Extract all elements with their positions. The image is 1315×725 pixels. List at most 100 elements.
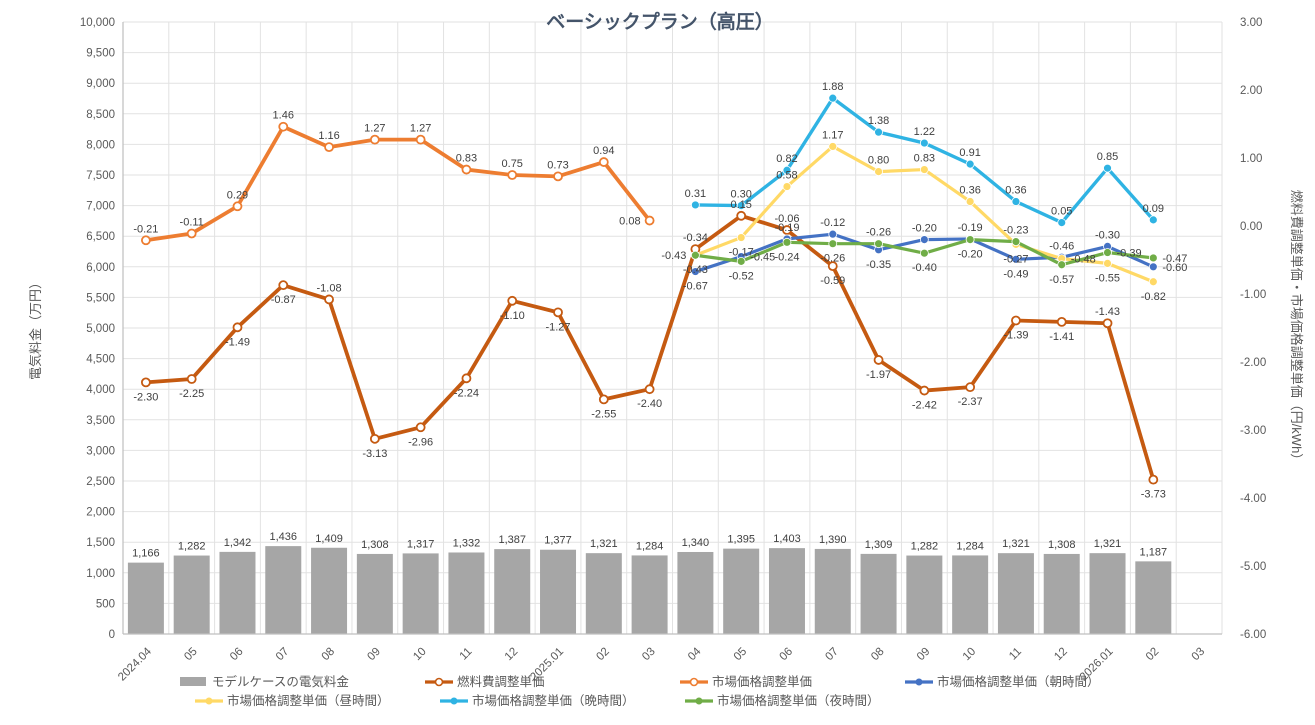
left-axis-tick: 4,000 xyxy=(86,384,115,396)
open-circle-marker xyxy=(827,261,838,272)
open-circle-marker xyxy=(644,215,655,226)
circle-marker xyxy=(690,250,700,260)
circle-marker xyxy=(782,237,792,247)
point-value-label: 0.05 xyxy=(1051,206,1072,218)
left-axis-tick: 8,000 xyxy=(86,139,115,151)
legend-circle-marker xyxy=(450,697,458,705)
legend-item[interactable]: 市場価格調整単価 xyxy=(680,674,812,689)
circle-marker xyxy=(690,200,700,210)
circle-marker xyxy=(1148,262,1158,272)
legend-item[interactable]: 市場価格調整単価（晩時間） xyxy=(440,693,635,708)
point-value-label: -2.25 xyxy=(179,388,204,400)
circle-marker xyxy=(736,256,746,266)
legend-label: 市場価格調整単価（晩時間） xyxy=(472,693,635,708)
point-value-label: 0.94 xyxy=(593,145,614,157)
point-value-label: -0.17 xyxy=(729,247,754,259)
x-axis-tick: 12 xyxy=(1052,646,1070,664)
point-value-label: -0.87 xyxy=(271,294,296,306)
point-value-label: -0.34 xyxy=(683,232,708,244)
circle-marker xyxy=(1148,277,1158,287)
point-value-label: -0.24 xyxy=(774,251,799,263)
open-circle-marker xyxy=(369,433,380,444)
legend-open-circle-marker xyxy=(689,677,699,687)
point-value-label: 1.27 xyxy=(364,123,385,135)
bar xyxy=(494,549,531,634)
circle-marker xyxy=(828,142,838,151)
right-axis-tick: -1.00 xyxy=(1240,289,1266,301)
line-series xyxy=(140,93,1159,485)
open-circle-marker xyxy=(1148,474,1159,485)
open-circle-marker xyxy=(553,171,563,182)
point-value-label: -1.39 xyxy=(1003,330,1028,342)
open-circle-marker xyxy=(507,170,518,180)
left-axis-title: 電気料金（万円） xyxy=(28,276,43,380)
right-axis-tick: -3.00 xyxy=(1240,425,1266,437)
point-value-label: -0.06 xyxy=(774,213,799,225)
legend-item[interactable]: 市場価格調整単価（昼時間） xyxy=(195,693,390,708)
circle-marker xyxy=(782,165,792,175)
point-value-label: -0.12 xyxy=(820,217,845,229)
point-value-label: -0.43 xyxy=(661,250,686,262)
circle-marker xyxy=(782,182,792,191)
open-circle-marker xyxy=(782,225,792,235)
bar xyxy=(1043,553,1080,634)
bar-value-label: 1,409 xyxy=(315,533,343,545)
legend-item[interactable]: 市場価格調整単価（朝時間） xyxy=(905,674,1100,689)
open-circle-marker xyxy=(278,280,289,291)
open-circle-marker xyxy=(919,385,930,396)
circle-marker xyxy=(919,165,929,174)
left-axis-tick: 7,500 xyxy=(86,170,115,182)
point-value-label: -2.40 xyxy=(637,398,662,410)
point-value-label: 0.31 xyxy=(685,188,706,200)
legend-open-circle-marker xyxy=(434,677,444,687)
circle-marker xyxy=(874,239,883,249)
open-circle-marker xyxy=(324,142,334,153)
point-value-label: 1.38 xyxy=(868,115,889,127)
circle-marker xyxy=(874,127,883,137)
x-axis-tick: 09 xyxy=(915,646,933,664)
legend-label: 市場価格調整単価（朝時間） xyxy=(937,674,1100,689)
point-value-label: -0.60 xyxy=(1162,262,1187,274)
right-axis-tick: 2.00 xyxy=(1240,85,1262,97)
circle-marker xyxy=(919,138,929,148)
gridlines xyxy=(122,21,1223,635)
point-value-label: -0.49 xyxy=(1003,268,1028,280)
point-value-label: 0.30 xyxy=(730,189,751,201)
bar xyxy=(1135,561,1172,634)
open-circle-marker xyxy=(140,377,151,388)
bar-value-label: 1,377 xyxy=(544,535,572,547)
open-circle-marker xyxy=(232,322,243,333)
point-value-label: 1.88 xyxy=(822,81,843,93)
legend-item[interactable]: モデルケースの電気料金 xyxy=(180,674,349,689)
right-axis-tick: -2.00 xyxy=(1240,357,1266,369)
bar xyxy=(402,553,439,634)
point-value-label: -2.24 xyxy=(454,387,479,399)
circle-marker xyxy=(1103,248,1112,257)
open-circle-marker xyxy=(324,294,334,305)
circle-marker xyxy=(1011,197,1021,206)
point-value-label: -3.13 xyxy=(362,448,387,460)
bar-value-label: 1,321 xyxy=(590,538,618,550)
point-value-label: -1.43 xyxy=(1095,306,1120,318)
circle-marker xyxy=(1057,218,1067,228)
left-axis-tick: 5,500 xyxy=(86,292,115,304)
bar-value-label: 1,321 xyxy=(1094,538,1122,550)
point-value-label: -0.23 xyxy=(1003,225,1028,237)
point-value-label: -1.08 xyxy=(317,282,342,294)
point-value-label: 1.17 xyxy=(822,129,843,141)
x-axis-tick: 08 xyxy=(869,646,887,664)
x-axis-tick: 04 xyxy=(686,645,704,663)
point-value-label: -0.45 xyxy=(750,252,775,264)
legend-item[interactable]: 燃料費調整単価 xyxy=(425,674,545,689)
left-axis-tick: 0 xyxy=(109,629,115,641)
point-value-label: 0.58 xyxy=(776,170,797,182)
chart-title: ベーシックプラン（高圧） xyxy=(546,10,774,33)
legend-item[interactable]: 市場価格調整単価（夜時間） xyxy=(685,693,880,708)
line-series-group xyxy=(140,121,655,246)
left-axis-tick: 2,000 xyxy=(86,507,115,519)
point-value-label: -1.97 xyxy=(866,369,891,381)
left-axis-tick: 500 xyxy=(96,598,115,610)
x-axis-tick: 03 xyxy=(1190,646,1208,664)
